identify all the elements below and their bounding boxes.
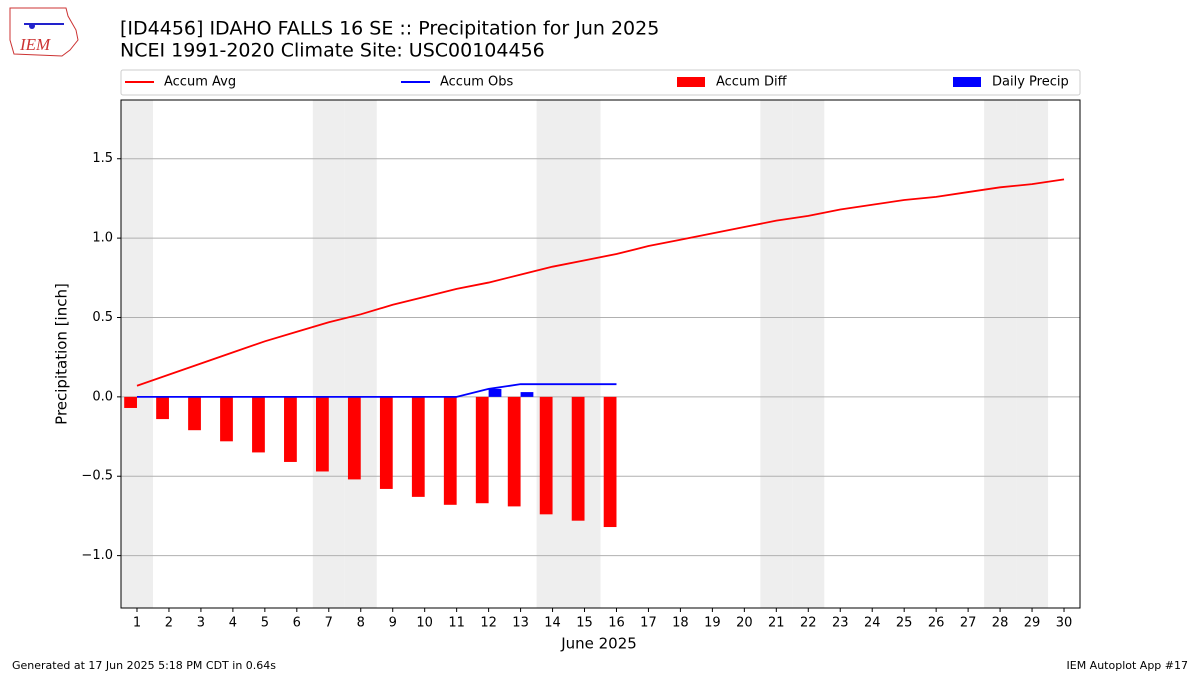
footer-right: IEM Autoplot App #17 [1067, 659, 1189, 672]
bar [507, 396, 521, 507]
bar [488, 388, 502, 397]
bar [475, 396, 489, 504]
weekend-band [984, 100, 1017, 608]
x-tick-label: 22 [800, 616, 817, 631]
bar [347, 396, 361, 480]
x-tick-label: 9 [389, 616, 397, 631]
legend-swatch [953, 77, 981, 87]
bar [252, 396, 265, 453]
weekend-band [536, 100, 569, 608]
y-axis-label: Precipitation [inch] [53, 283, 71, 425]
chart-subtitle: NCEI 1991-2020 Climate Site: USC00104456 [120, 40, 545, 62]
y-tick-label: −0.5 [81, 469, 113, 484]
x-tick-label: 2 [165, 616, 173, 631]
y-tick-label: 1.0 [92, 231, 113, 246]
logo-outline [9, 7, 79, 57]
weekend-band [312, 100, 345, 608]
x-tick-label: 10 [416, 616, 433, 631]
x-tick-label: 11 [448, 616, 465, 631]
y-tick-label: 1.5 [92, 151, 113, 166]
x-tick-label: 19 [704, 616, 721, 631]
line [136, 383, 617, 398]
x-tick-label: 23 [832, 616, 849, 631]
bar [443, 396, 457, 505]
x-tick-label: 3 [197, 616, 205, 631]
x-tick-label: 28 [992, 616, 1009, 631]
x-tick-label: 12 [480, 616, 497, 631]
logo: IEM [9, 7, 79, 57]
x-tick-label: 17 [640, 616, 657, 631]
weekend-band [1016, 100, 1049, 608]
x-tick-label: 16 [608, 616, 625, 631]
x-tick-label: 24 [864, 616, 881, 631]
legend-label: Accum Diff [716, 75, 788, 90]
legend-item: Accum Obs [401, 75, 513, 90]
x-tick-label: 27 [960, 616, 977, 631]
weekend-band [760, 100, 793, 608]
logo-icon [29, 23, 35, 29]
legend-label: Accum Obs [440, 75, 513, 90]
y-tick-label: 0.5 [92, 310, 113, 325]
x-tick-label: 26 [928, 616, 945, 631]
bar [571, 396, 585, 521]
bar [315, 396, 329, 472]
legend-box [120, 69, 1081, 96]
legend-item: Accum Avg [125, 75, 236, 90]
bar [188, 396, 201, 431]
x-tick-label: 7 [325, 616, 333, 631]
bar [284, 396, 297, 462]
x-axis-label: June 2025 [560, 635, 637, 653]
x-tick-label: 25 [896, 616, 913, 631]
x-tick-label: 15 [576, 616, 593, 631]
logo-text: IEM [19, 35, 51, 54]
bar [603, 396, 617, 528]
legend-label: Accum Avg [164, 75, 236, 90]
plot-frame [120, 99, 1081, 609]
x-tick-label: 14 [544, 616, 561, 631]
line [136, 178, 1065, 387]
legend-swatch [677, 77, 705, 87]
y-tick-label: −1.0 [81, 548, 113, 563]
chart-title: [ID4456] IDAHO FALLS 16 SE :: Precipitat… [120, 18, 659, 40]
x-tick-label: 4 [229, 616, 237, 631]
legend-item: Daily Precip [953, 75, 1069, 90]
x-tick-label: 21 [768, 616, 785, 631]
footer-left: Generated at 17 Jun 2025 5:18 PM CDT in … [12, 659, 276, 672]
bar [156, 396, 169, 420]
weekend-band [344, 100, 377, 608]
y-tick-label: 0.0 [92, 389, 113, 404]
bar [539, 396, 553, 515]
x-tick-label: 8 [357, 616, 365, 631]
x-tick-label: 30 [1056, 616, 1073, 631]
x-tick-label: 1 [133, 616, 141, 631]
x-tick-label: 13 [512, 616, 529, 631]
x-tick-label: 29 [1024, 616, 1041, 631]
bar [220, 396, 233, 442]
legend-item: Accum Diff [677, 75, 788, 90]
weekend-band [121, 100, 153, 608]
bar [379, 396, 393, 489]
x-tick-label: 18 [672, 616, 689, 631]
bar [520, 392, 534, 397]
weekend-band [792, 100, 825, 608]
x-tick-label: 5 [261, 616, 269, 631]
x-tick-label: 6 [293, 616, 301, 631]
bar [411, 396, 425, 497]
weekend-band [568, 100, 601, 608]
legend-label: Daily Precip [992, 75, 1069, 90]
bar [124, 396, 137, 408]
x-tick-label: 20 [736, 616, 753, 631]
